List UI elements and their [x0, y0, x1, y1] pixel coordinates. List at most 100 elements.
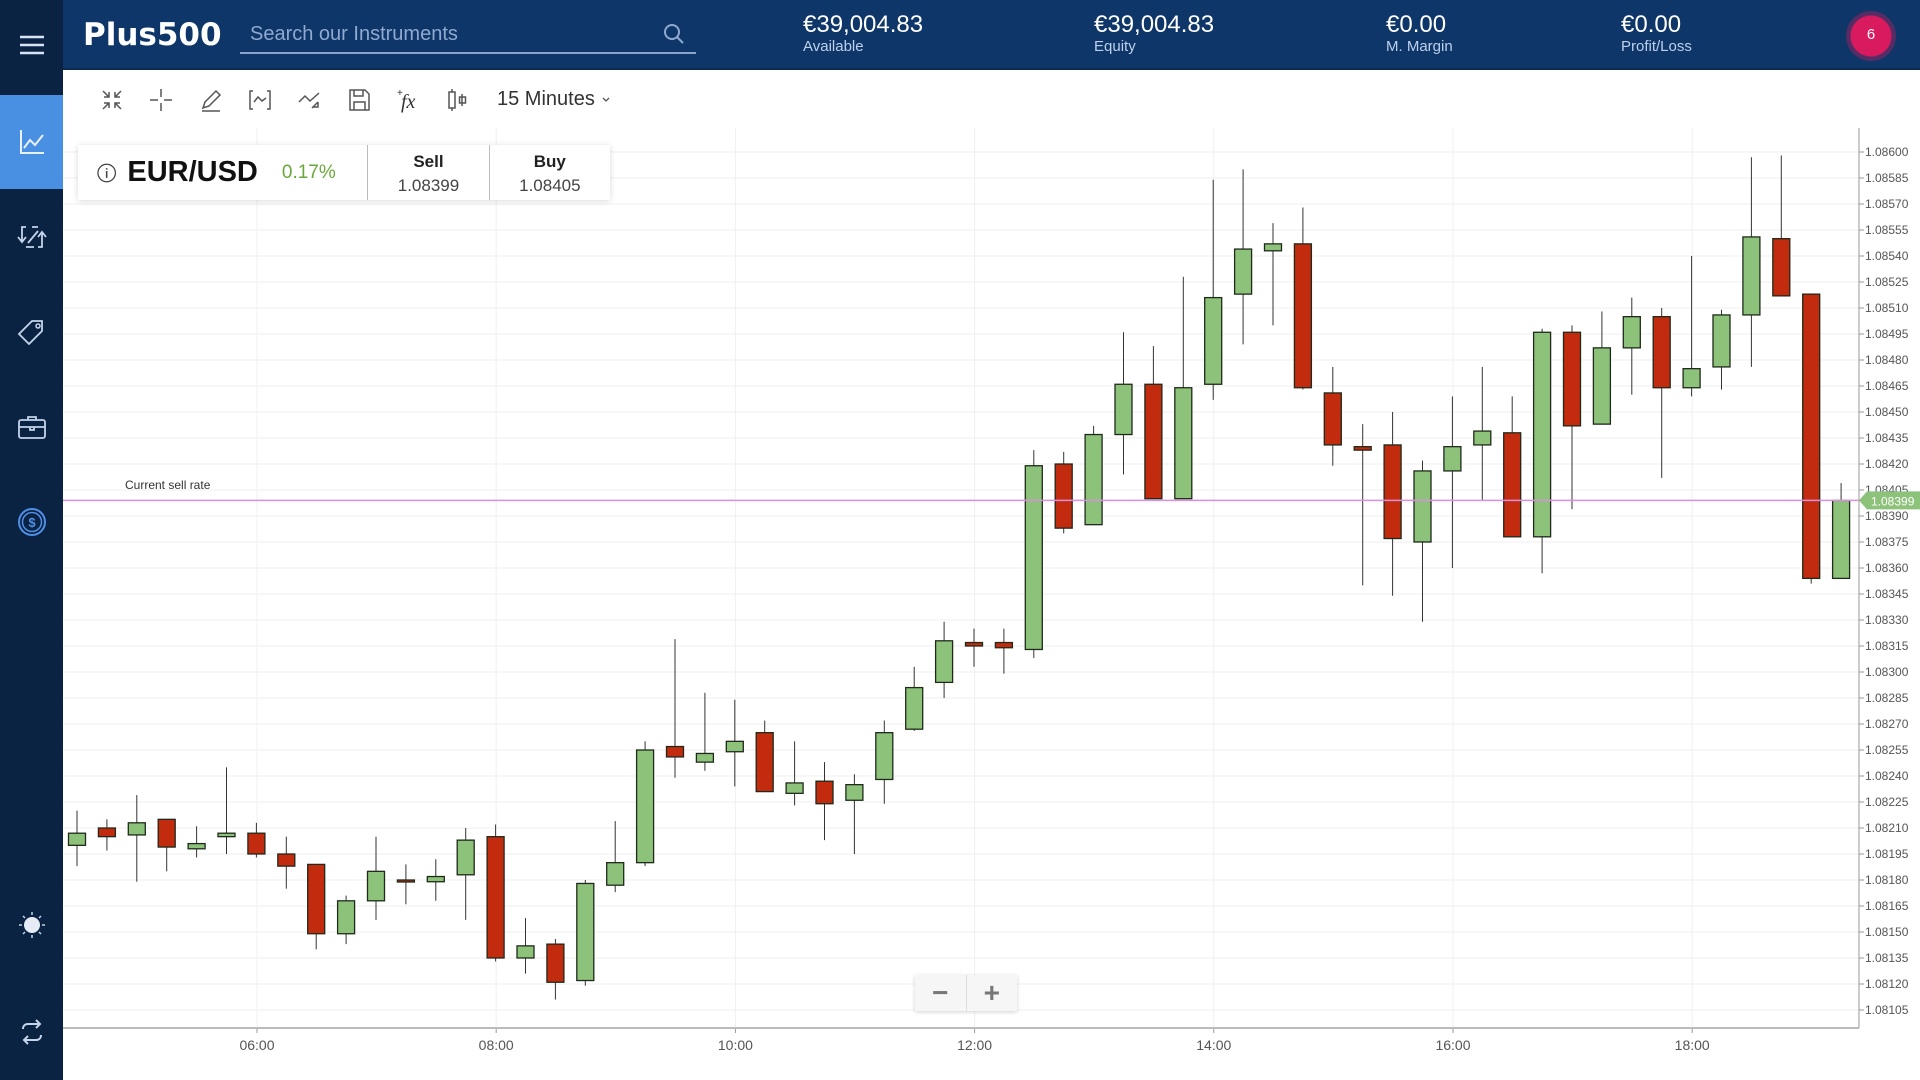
candle — [1772, 238, 1791, 297]
y-tick-label: 1.08345 — [1865, 587, 1909, 601]
candle — [1413, 470, 1432, 543]
y-tick-label: 1.08270 — [1865, 717, 1909, 731]
y-tick-label: 1.08240 — [1865, 769, 1909, 783]
sell-button[interactable]: Sell 1.08399 — [367, 145, 488, 200]
y-tick-label: 1.08135 — [1865, 951, 1909, 965]
candle — [875, 732, 894, 781]
search-input[interactable] — [240, 22, 640, 46]
indicators-button[interactable]: fx + — [384, 80, 434, 120]
menu-button[interactable] — [0, 0, 63, 90]
candle — [1443, 446, 1462, 472]
candle — [1174, 387, 1193, 500]
x-tick-label: 12:00 — [957, 1037, 992, 1053]
candle — [1263, 243, 1283, 252]
search-bar[interactable] — [240, 16, 696, 54]
y-tick-label: 1.08285 — [1865, 691, 1909, 705]
zoom-controls: − + — [915, 975, 1017, 1011]
candle — [67, 832, 87, 846]
y-tick-label: 1.08225 — [1865, 795, 1909, 809]
svg-text:$: $ — [28, 515, 36, 530]
zoom-out-button[interactable]: − — [932, 977, 949, 1008]
chart-type-button[interactable] — [434, 80, 484, 120]
crosshair-button[interactable] — [137, 80, 187, 120]
candle — [1293, 243, 1313, 389]
interval-dropdown[interactable]: 15 Minutes — [497, 88, 611, 111]
sidebar-item-portfolio[interactable] — [0, 380, 63, 474]
trend-button[interactable] — [285, 80, 335, 120]
buy-price: 1.08405 — [519, 176, 581, 195]
candle — [815, 780, 834, 805]
y-tick-label: 1.08540 — [1865, 249, 1909, 263]
y-tick-label: 1.08465 — [1865, 379, 1909, 393]
equity-stat: €39,004.83 Equity — [1094, 12, 1214, 56]
theme-toggle[interactable] — [0, 878, 63, 972]
y-tick-label: 1.08315 — [1865, 639, 1909, 653]
profit-loss-label: Profit/Loss — [1621, 38, 1692, 55]
candle-type-icon — [448, 88, 467, 111]
collapse-button[interactable] — [87, 80, 137, 120]
sidebar-item-chart[interactable] — [0, 95, 63, 189]
candle — [277, 853, 296, 867]
candle — [905, 686, 924, 730]
sidebar: $ — [0, 0, 63, 1080]
sell-price: 1.08399 — [397, 176, 460, 195]
interval-label: 15 Minutes — [497, 88, 595, 110]
sidebar-item-orders[interactable] — [0, 285, 63, 379]
y-tick-label: 1.08360 — [1865, 561, 1909, 575]
dollar-coin-icon: $ — [17, 508, 46, 536]
buy-button[interactable]: Buy 1.08405 — [488, 145, 610, 200]
function-icon: fx+ — [397, 88, 416, 113]
y-tick-label: 1.08375 — [1865, 535, 1909, 549]
chart-icon — [19, 130, 44, 154]
y-tick-label: 1.08150 — [1865, 925, 1909, 939]
candle — [1503, 432, 1522, 538]
margin-label: M. Margin — [1386, 38, 1453, 55]
x-tick-label: 08:00 — [479, 1037, 514, 1053]
candle — [1233, 248, 1253, 295]
available-stat: €39,004.83 Available — [803, 12, 923, 56]
y-tick-label: 1.08555 — [1865, 223, 1909, 237]
y-tick-label: 1.08585 — [1865, 171, 1909, 185]
profit-loss-value: €0.00 — [1621, 11, 1682, 38]
candle — [1712, 314, 1731, 368]
candle — [606, 862, 625, 886]
candle — [247, 832, 266, 855]
candle — [127, 822, 146, 836]
candle — [187, 842, 206, 850]
candlestick-chart[interactable]: 1.08600 1.08585 1.08570 1.08555 1.08540 1.085… — [63, 128, 1920, 1080]
zoom-in-button[interactable]: + — [965, 975, 1018, 1011]
svg-text:+: + — [397, 88, 403, 99]
x-tick-label: 06:00 — [239, 1037, 274, 1053]
sun-icon — [18, 912, 45, 938]
save-button[interactable] — [335, 80, 385, 120]
y-tick-label: 1.08180 — [1865, 873, 1909, 887]
candle — [1831, 499, 1851, 580]
candle — [1353, 446, 1372, 451]
crosshair-icon — [150, 88, 173, 111]
info-icon[interactable] — [96, 162, 117, 184]
candle — [217, 832, 236, 838]
margin-value: €0.00 — [1386, 11, 1447, 38]
y-tick-label: 1.08120 — [1865, 977, 1909, 991]
bracket-line-icon — [249, 89, 271, 110]
sidebar-item-trade[interactable] — [0, 190, 63, 284]
notifications-button[interactable]: 6 — [1846, 11, 1896, 61]
candle — [1114, 383, 1133, 436]
y-tick-label: 1.08330 — [1865, 613, 1909, 627]
search-icon[interactable] — [662, 22, 686, 46]
x-tick-label: 18:00 — [1675, 1037, 1710, 1053]
range-button[interactable] — [236, 80, 286, 120]
y-tick-label: 1.08600 — [1865, 145, 1909, 159]
candle — [1383, 444, 1402, 540]
candle — [1473, 430, 1492, 446]
sidebar-item-funds[interactable]: $ — [0, 475, 63, 569]
y-tick-label: 1.08105 — [1865, 1003, 1909, 1017]
draw-button[interactable] — [186, 80, 236, 120]
logo: Plus500 — [83, 17, 222, 53]
refresh-icon — [21, 1019, 42, 1045]
switch-account-button[interactable] — [0, 985, 63, 1079]
y-tick-label: 1.08510 — [1865, 301, 1909, 315]
candle — [1742, 236, 1761, 316]
candle — [1144, 383, 1163, 500]
available-label: Available — [803, 38, 864, 55]
